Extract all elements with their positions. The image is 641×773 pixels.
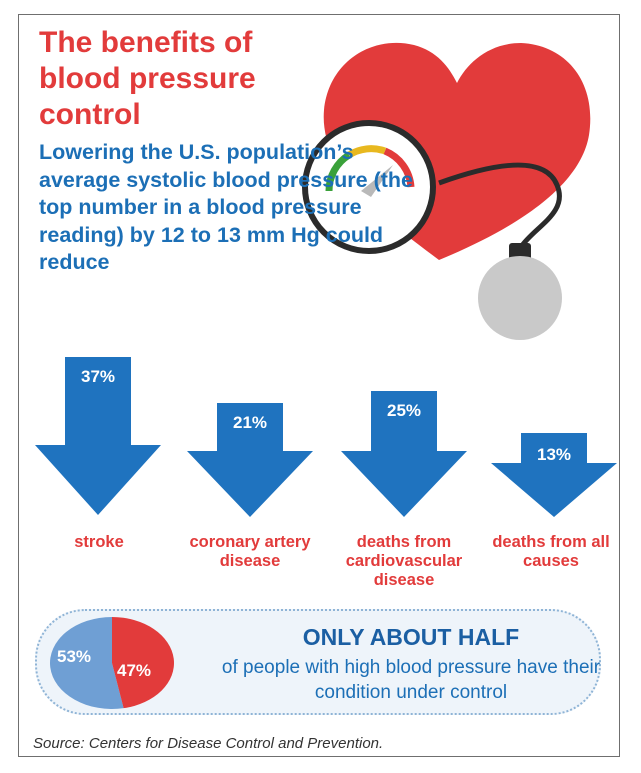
infographic-title: The benefits of blood pressure control <box>39 26 256 131</box>
down-arrow-icon <box>491 433 617 517</box>
reduction-percent: 13% <box>536 445 572 464</box>
reduction-arrow-cardiovascular: 25% <box>339 391 469 519</box>
reduction-label: stroke <box>74 533 124 551</box>
down-arrow-icon <box>187 403 313 517</box>
intro-text: Lowering the U.S. population’s average s… <box>39 140 413 274</box>
reduction-arrow-stroke: 37% <box>33 357 163 517</box>
reduction-label: deaths from cardiovascular disease <box>345 533 463 589</box>
reduction-arrow-coronary: 21% <box>185 403 315 519</box>
heart-gauge-illustration <box>302 42 591 340</box>
pump-bulb-icon <box>478 256 562 340</box>
gauge-tube <box>438 162 562 249</box>
down-arrow-icon <box>35 357 161 515</box>
control-pie-chart <box>49 617 174 709</box>
reduction-arrow-all-causes: 13% <box>489 433 619 519</box>
source-note: Source: Centers for Disease Control and … <box>33 735 384 752</box>
down-arrow-icon <box>341 391 467 517</box>
reduction-percent: 37% <box>80 367 116 386</box>
pie-slice-controlled <box>112 617 174 709</box>
reduction-percent: 21% <box>232 413 268 432</box>
pressure-gauge-icon <box>302 120 436 254</box>
control-subtext: of people with high blood pressure have … <box>221 657 601 703</box>
infographic-frame: The benefits of blood pressure control L… <box>18 14 620 757</box>
pie-slice-not-controlled <box>49 617 124 709</box>
reduction-label: deaths from all causes <box>492 533 610 570</box>
reduction-label: coronary artery disease <box>189 533 311 570</box>
pie-label-red: 47% <box>117 661 152 680</box>
control-heading: ONLY ABOUT HALF <box>302 624 520 650</box>
pie-label-blue: 53% <box>57 647 92 666</box>
reduction-percent: 25% <box>386 401 422 420</box>
